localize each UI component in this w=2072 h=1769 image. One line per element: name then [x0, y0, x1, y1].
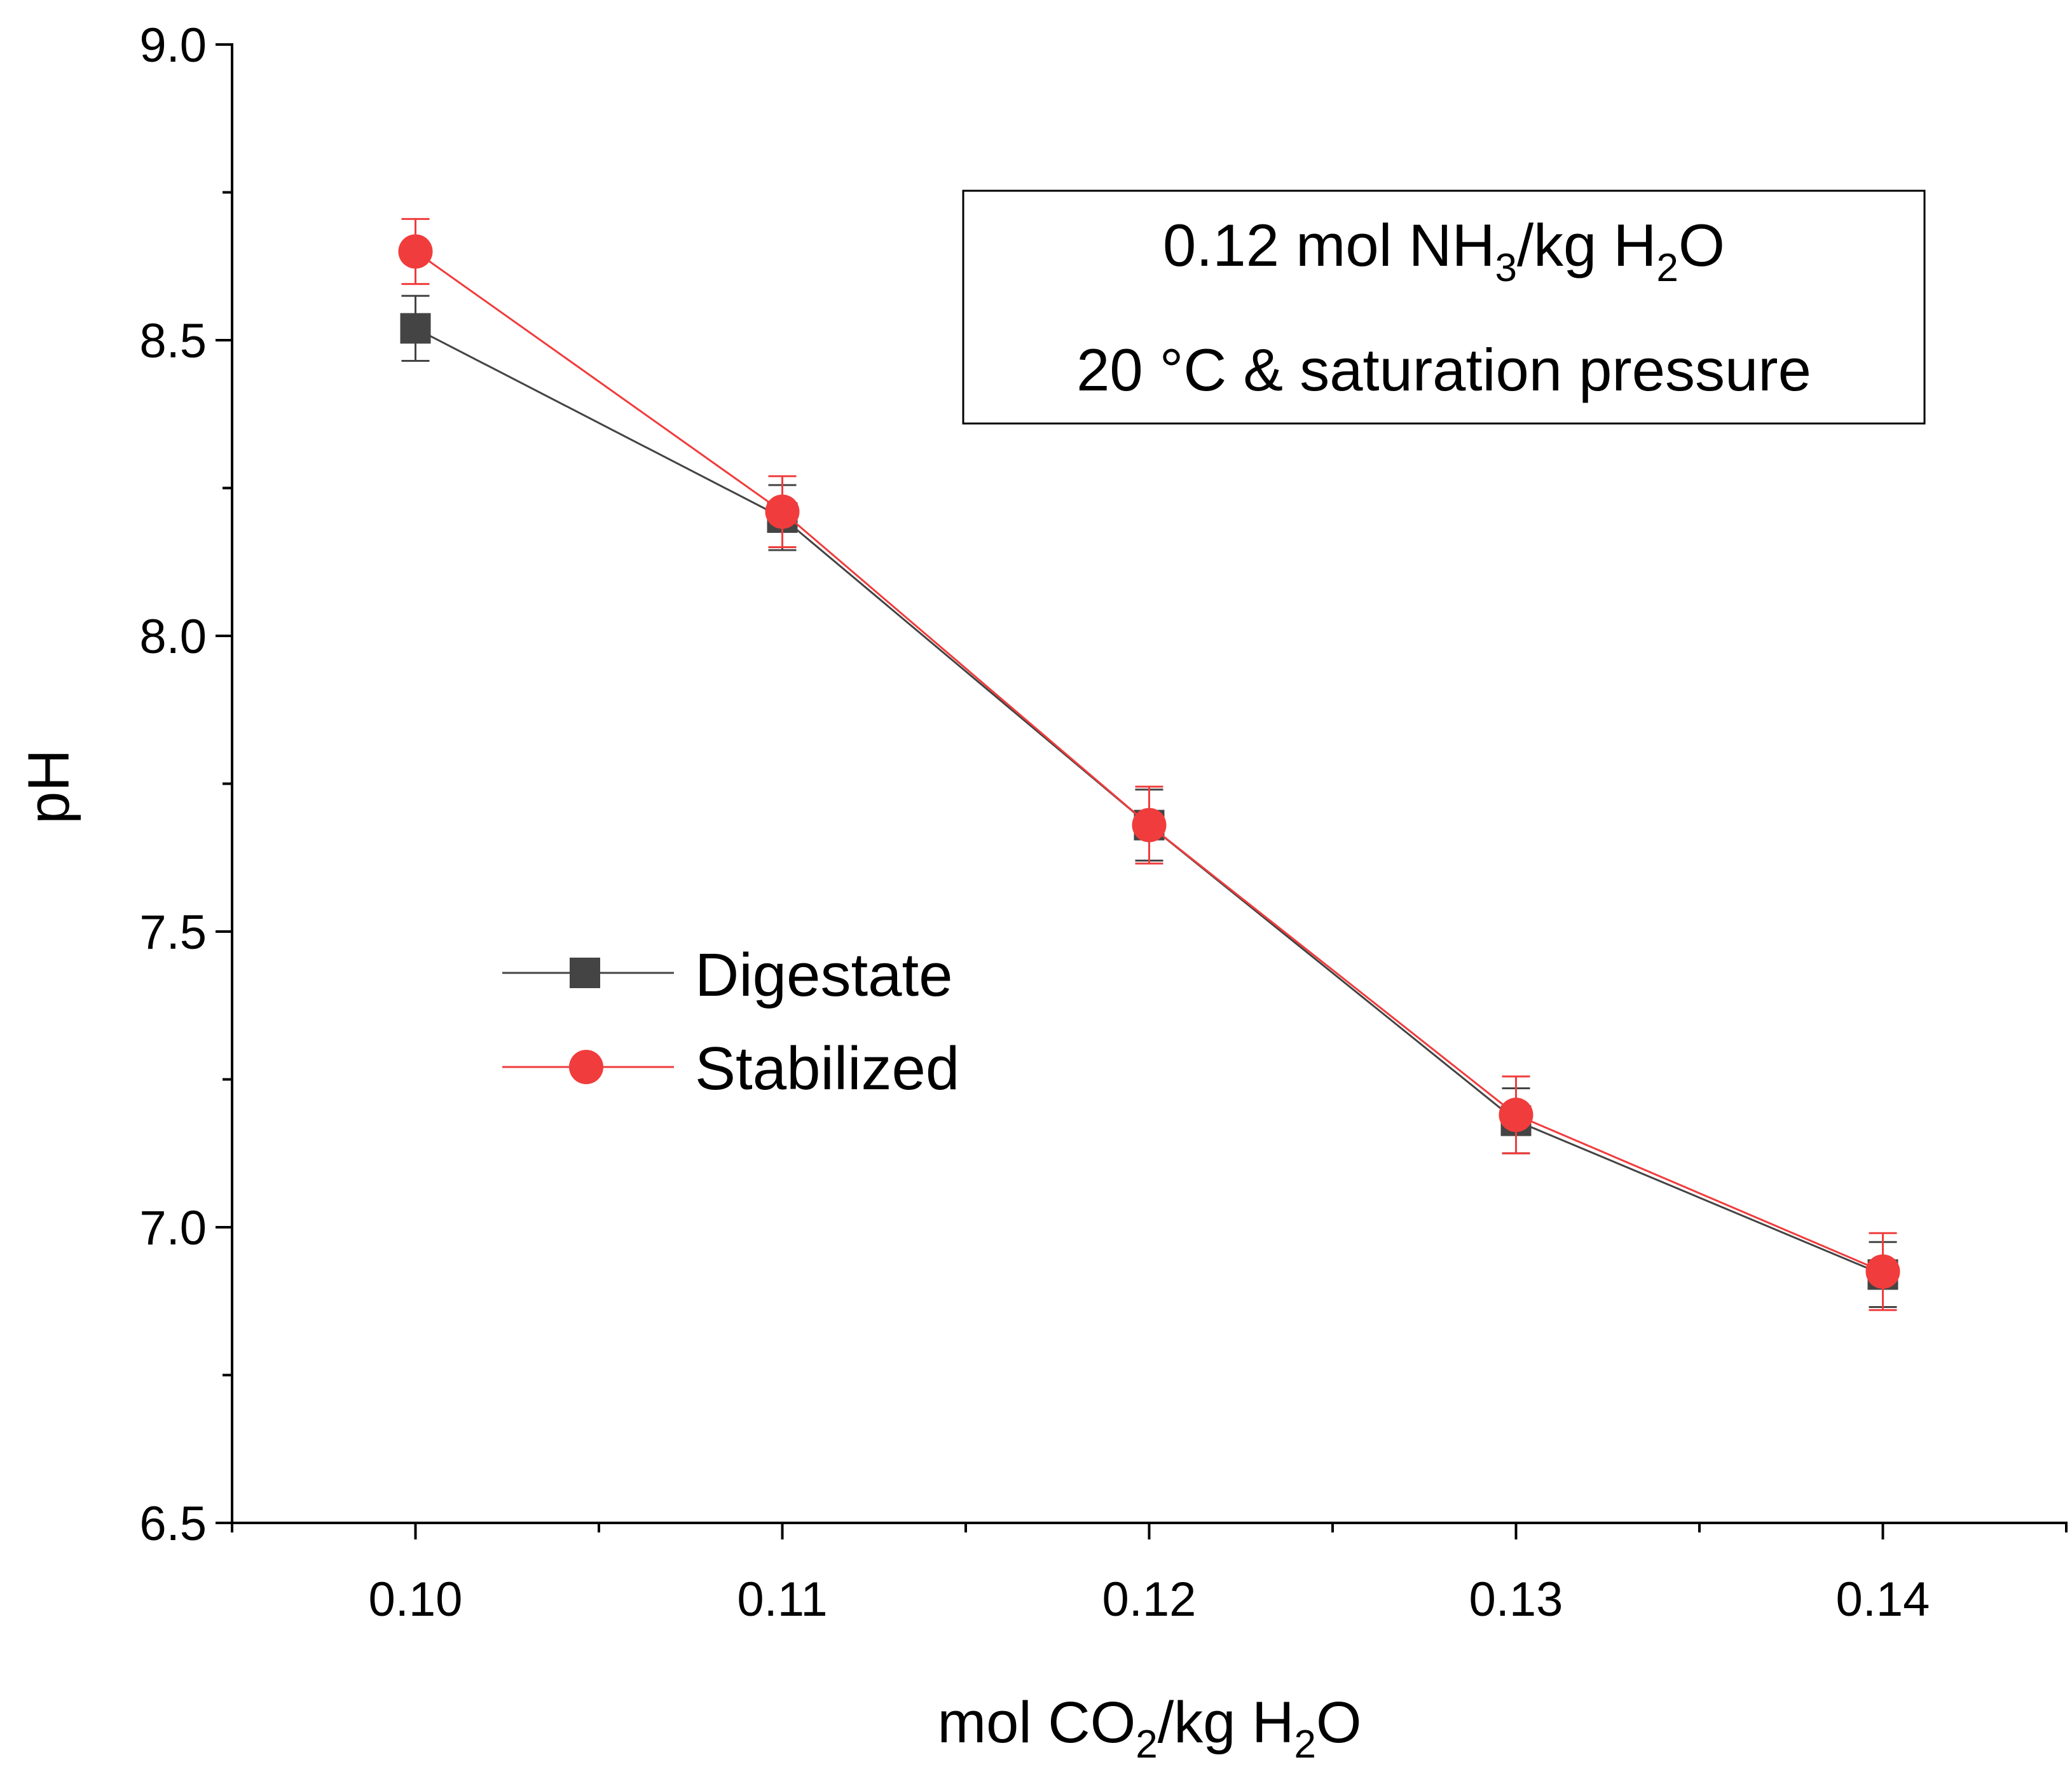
x-tick-label: 0.11	[737, 1573, 827, 1627]
y-tick-label: 8.0	[139, 610, 207, 664]
series-layer	[398, 217, 1900, 1311]
y-tick-label: 8.5	[139, 314, 207, 368]
legend-marker-stabilized	[569, 1050, 603, 1084]
y-tick-label: 7.0	[139, 1201, 207, 1255]
x-tick-label: 0.12	[1102, 1573, 1197, 1627]
x-tick-label: 0.14	[1836, 1573, 1930, 1627]
annotation-box: 0.12 mol NH3/kg H2O 20 °C & saturation p…	[962, 189, 1926, 425]
legend-label-digestate: Digestate	[695, 941, 953, 1009]
y-tick-label: 9.0	[139, 18, 207, 72]
legend-label-stabilized: Stabilized	[695, 1035, 959, 1103]
legend: Digestate Stabilized	[502, 941, 959, 1103]
axes: 6.5 7.0 7.5 8.0 8.5 9.0 0.10 0.11 0.12 0.13 0.14	[139, 18, 2068, 1627]
series-stabilized	[398, 217, 1900, 1311]
data-point-stabilized	[1132, 808, 1167, 843]
legend-marker-digestate	[570, 958, 600, 988]
annotation-line-2: 20 °C & saturation pressure	[1076, 336, 1811, 403]
data-point-stabilized	[1865, 1254, 1900, 1289]
x-tick-label: 0.10	[369, 1573, 463, 1627]
data-point-stabilized	[1499, 1098, 1533, 1132]
y-axis-title: pH	[17, 749, 81, 824]
data-point-digestate	[400, 313, 431, 344]
x-axis-title: mol CO2/kg H2O	[937, 1690, 1361, 1766]
x-tick-label: 0.13	[1469, 1573, 1563, 1627]
y-tick-label: 7.5	[139, 905, 207, 960]
data-point-stabilized	[398, 234, 433, 269]
data-point-stabilized	[765, 494, 800, 529]
annotation-frame	[962, 189, 1926, 425]
y-tick-label: 6.5	[139, 1497, 207, 1551]
annotation-line-1: 0.12 mol NH3/kg H2O	[1163, 212, 1725, 290]
